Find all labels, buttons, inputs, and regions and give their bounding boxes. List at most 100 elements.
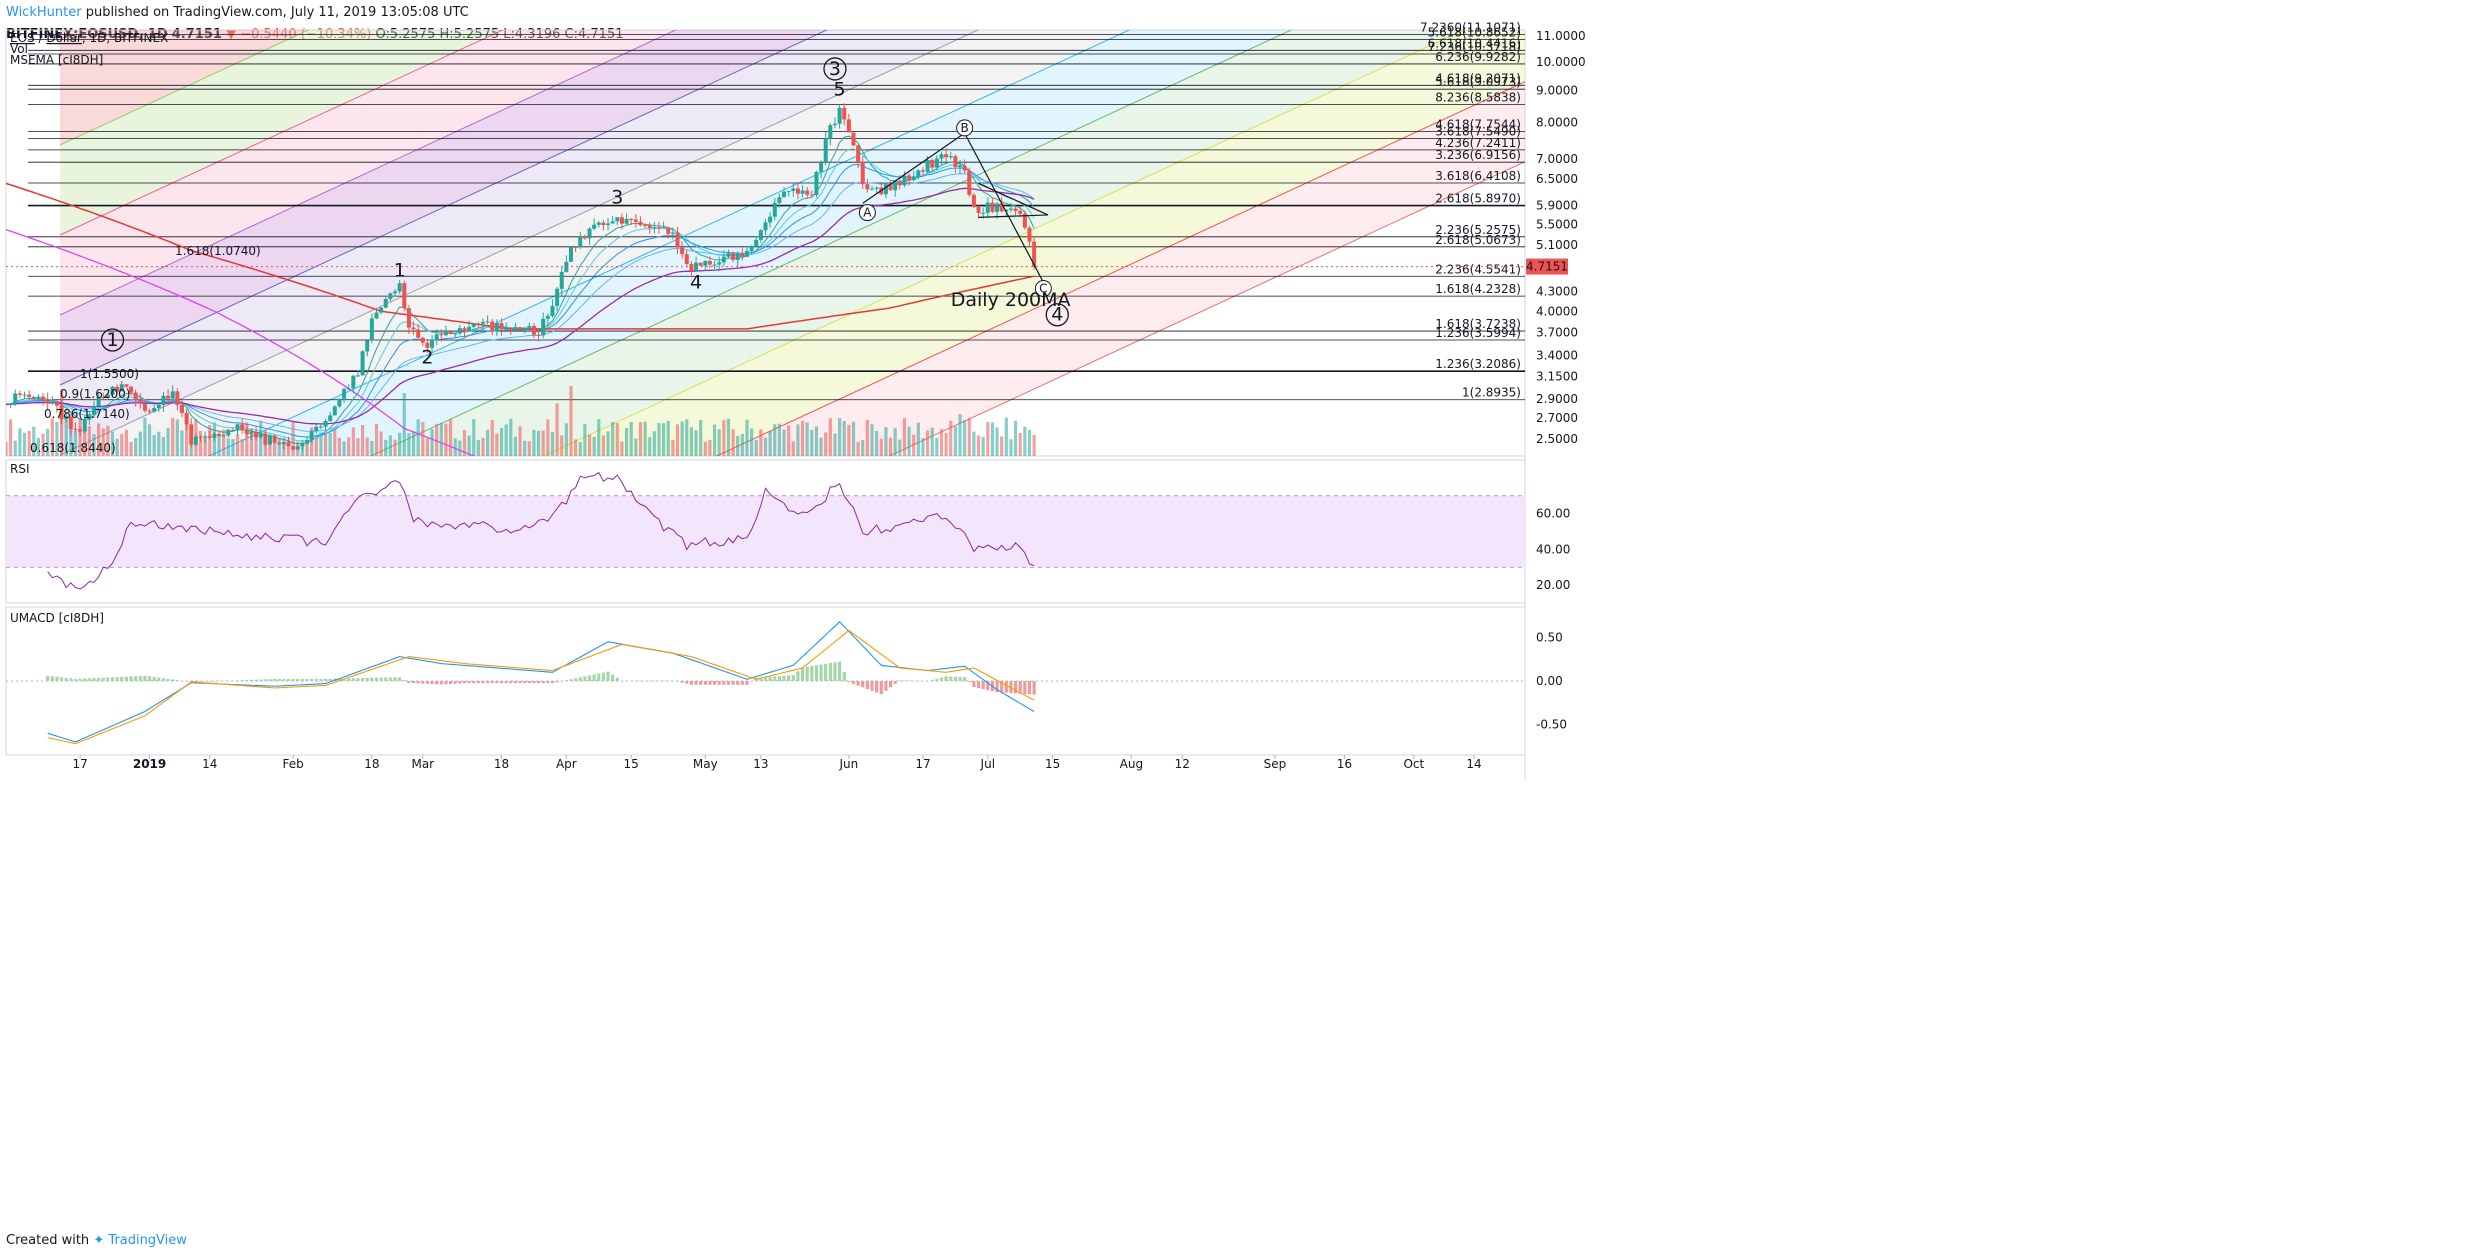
volume-bar xyxy=(416,419,420,456)
volume-bar xyxy=(546,419,550,456)
candle-body xyxy=(624,218,629,224)
macd-histogram-bar xyxy=(967,681,971,683)
candle-body xyxy=(374,312,379,319)
footer: Created with ✦ TradingView xyxy=(6,1231,187,1251)
volume-bar xyxy=(472,419,476,456)
macd-histogram-bar xyxy=(171,679,175,681)
volume-bar xyxy=(1000,436,1004,456)
wave-circled-label-1: 1 xyxy=(106,329,118,351)
candle-body xyxy=(490,321,495,332)
fib-level-label: 7.236(10.3718) xyxy=(1428,40,1521,54)
candle-body xyxy=(485,321,490,323)
candle-body xyxy=(786,190,791,192)
candle-body xyxy=(471,323,476,327)
volume-bar xyxy=(523,440,527,456)
volume-bar xyxy=(810,429,814,456)
candle-body xyxy=(698,262,703,266)
macd-histogram-bar xyxy=(828,663,832,681)
macd-histogram-bar xyxy=(546,681,550,684)
candle-body xyxy=(800,190,805,194)
date-axis-tick: Sep xyxy=(1264,757,1287,771)
volume-bar xyxy=(444,423,448,456)
volume-bar xyxy=(129,441,133,456)
volume-bar xyxy=(814,426,819,456)
candle-body xyxy=(888,184,893,191)
volume-bar xyxy=(773,424,777,456)
candle-body xyxy=(101,396,106,398)
volume-bar xyxy=(425,438,430,456)
volume-bar xyxy=(615,423,619,456)
candle-body xyxy=(462,328,467,332)
macd-histogram-bar xyxy=(833,662,837,681)
macd-histogram-bar xyxy=(370,677,374,681)
macd-histogram-bar xyxy=(634,680,638,682)
volume-bar xyxy=(286,439,291,456)
macd-histogram-bar xyxy=(810,665,814,681)
candle-body xyxy=(703,260,708,266)
candle-body xyxy=(707,260,712,265)
volume-bar xyxy=(513,436,518,456)
fib-level-label: 7.2360(11.1071) xyxy=(1420,21,1521,35)
macd-histogram-bar xyxy=(138,675,142,681)
macd-histogram-bar xyxy=(249,679,254,681)
volume-bar xyxy=(944,432,948,456)
volume-bar xyxy=(97,423,101,456)
volume-bar xyxy=(240,439,244,456)
macd-histogram-bar xyxy=(541,681,545,684)
volume-bar xyxy=(439,422,443,456)
volume-bar xyxy=(893,428,897,456)
macd-histogram-bar xyxy=(949,676,953,681)
volume-bar xyxy=(601,435,606,456)
macd-histogram-bar xyxy=(865,681,869,690)
candle-body xyxy=(939,154,944,159)
volume-bar xyxy=(699,419,703,456)
volume-bar xyxy=(976,435,981,456)
macd-histogram-bar xyxy=(837,661,842,681)
candle-body xyxy=(958,165,963,168)
date-axis-tick: 13 xyxy=(753,757,768,771)
candle-body xyxy=(179,404,184,413)
pitchfork-zone xyxy=(209,30,1292,456)
macd-histogram-bar xyxy=(814,665,819,681)
macd-histogram-bar xyxy=(861,681,865,688)
candle-body xyxy=(291,446,296,450)
macd-histogram-bar xyxy=(1032,681,1036,695)
volume-bar xyxy=(1032,434,1036,456)
macd-histogram-bar xyxy=(763,677,768,681)
macd-histogram-bar xyxy=(847,681,851,683)
macd-histogram-bar xyxy=(212,681,216,682)
candle-body xyxy=(1027,227,1032,242)
macd-histogram-bar xyxy=(374,677,379,681)
candle-body xyxy=(254,431,259,438)
author-link[interactable]: WickHunter xyxy=(6,5,82,20)
volume-bar xyxy=(902,418,907,456)
candle-body xyxy=(379,307,384,313)
candle-body xyxy=(934,158,939,168)
volume-bar xyxy=(407,433,411,456)
volume-bar xyxy=(916,422,920,456)
candle-body xyxy=(439,334,444,336)
macd-histogram-bar xyxy=(643,680,647,682)
volume-bar xyxy=(166,427,170,456)
date-axis-tick: Mar xyxy=(411,757,434,771)
candle-body xyxy=(147,410,152,412)
volume-bar xyxy=(1009,439,1013,456)
volume-bar xyxy=(18,428,22,456)
left-fib-label: 0.9(1.6200) xyxy=(60,387,130,401)
volume-bar xyxy=(925,430,930,456)
volume-bar xyxy=(888,437,893,456)
volume-bar xyxy=(319,432,323,456)
candle-body xyxy=(828,125,833,139)
ema-magenta-line xyxy=(6,229,476,456)
volume-bar xyxy=(949,420,953,456)
volume-bar xyxy=(495,433,499,456)
candle-body xyxy=(749,245,754,251)
tradingview-link[interactable]: TradingView xyxy=(108,1233,187,1248)
volume-bar xyxy=(963,420,967,456)
symbol-legend: EOS / Dollar, 1D, BITFINEX xyxy=(10,31,168,45)
candle-body xyxy=(550,305,555,316)
candle-body xyxy=(258,433,263,438)
volume-bar xyxy=(967,418,971,456)
volume-bar xyxy=(46,428,50,456)
